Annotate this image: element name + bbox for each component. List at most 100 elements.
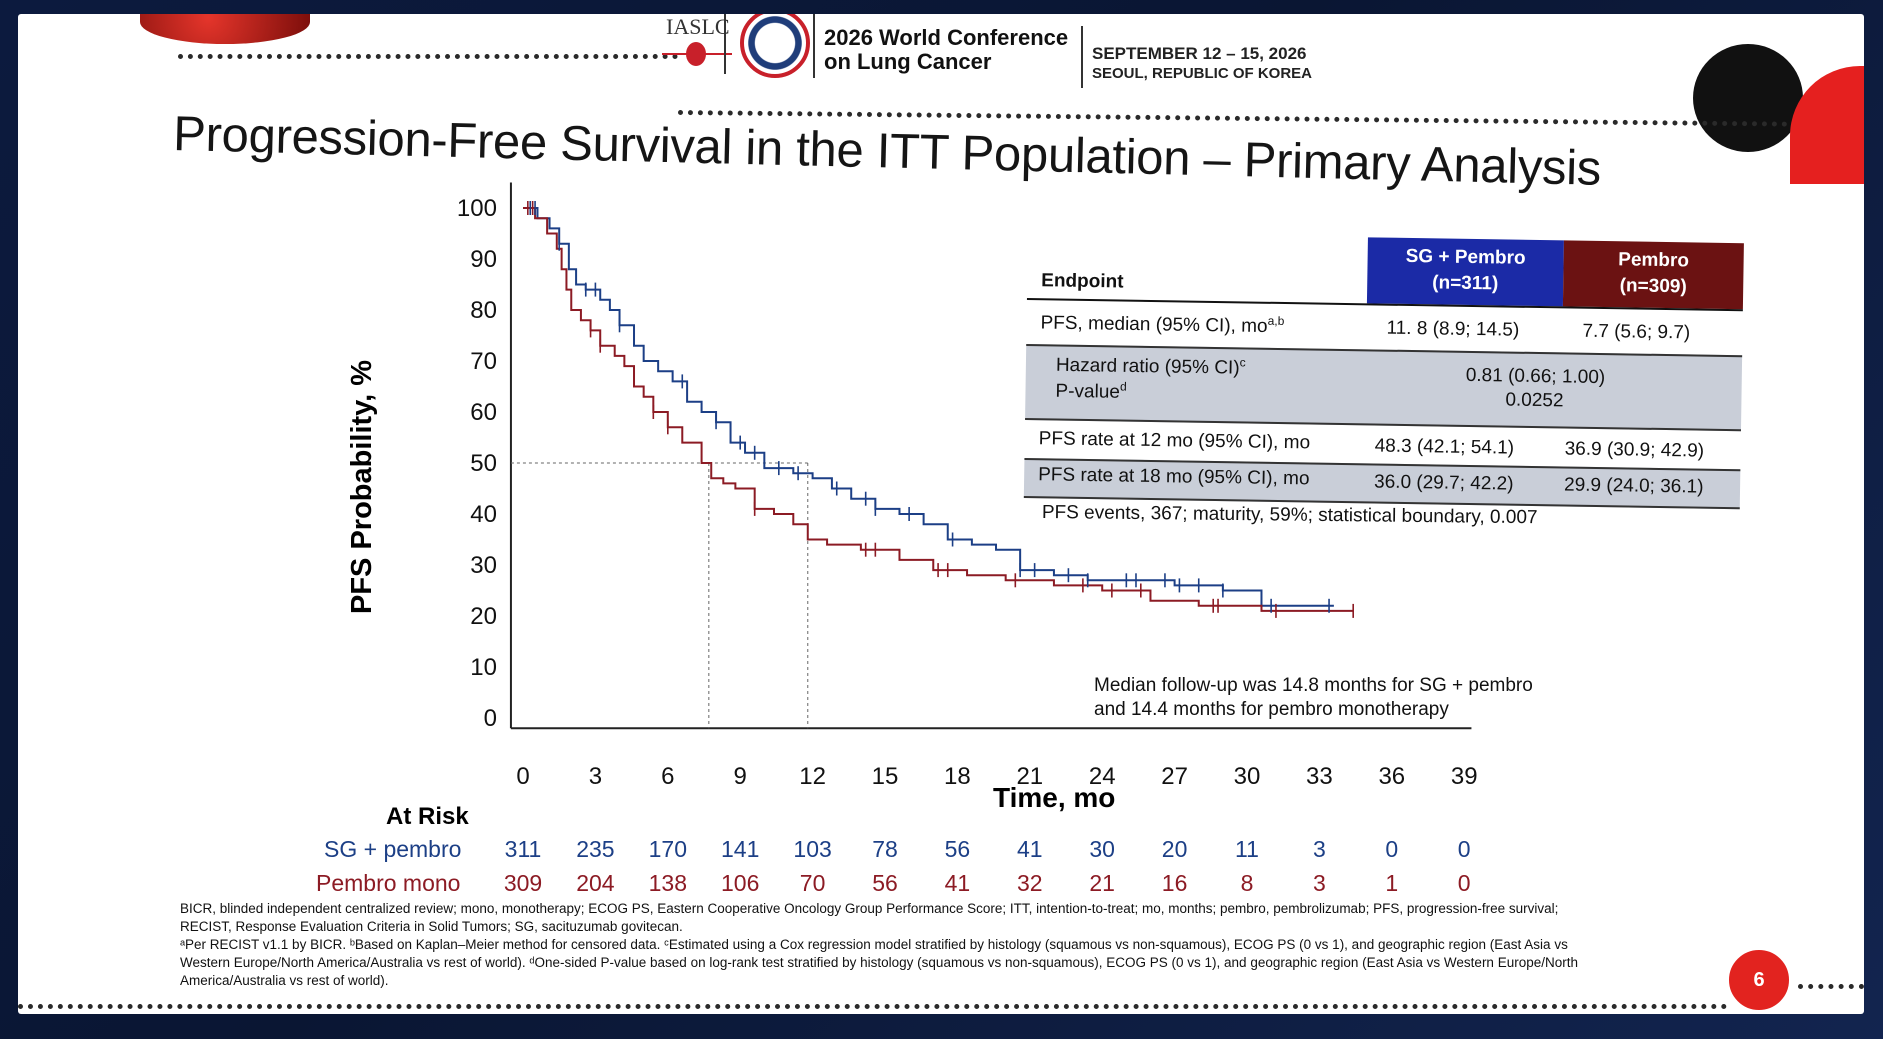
x-tick-label: 18 xyxy=(944,763,971,790)
x-tick-label: 30 xyxy=(1234,763,1261,790)
wclc-seal-logo xyxy=(740,14,810,78)
footnotes: BICR, blinded independent centralized re… xyxy=(180,900,1578,990)
at-risk-value: 56 xyxy=(872,870,898,896)
followup-line-2: and 14.4 months for pembro monotherapy xyxy=(1094,699,1449,720)
at-risk-value: 70 xyxy=(799,870,826,896)
table-header-endpoint: Endpoint xyxy=(1041,270,1124,293)
at-risk-value: 16 xyxy=(1161,870,1188,896)
y-tick-label: 50 xyxy=(470,450,497,477)
results-table: Endpoint SG + Pembro (n=311) Pembro (n=3… xyxy=(1023,232,1758,513)
p-value-label: P-valued xyxy=(1055,379,1127,403)
x-tick-label: 27 xyxy=(1161,763,1188,790)
y-tick-label: 80 xyxy=(470,297,497,324)
chart-axes xyxy=(509,182,1472,730)
x-tick-label: 39 xyxy=(1451,763,1478,790)
y-axis-label: PFS Probability, % xyxy=(346,359,378,614)
header-separator xyxy=(1081,26,1083,88)
x-tick-label: 24 xyxy=(1089,763,1116,790)
at-risk-value: 309 xyxy=(503,870,543,896)
conference-line-1: 2026 World Conference xyxy=(824,25,1069,50)
pembro-mono-curve xyxy=(523,207,1354,612)
at-risk-value: 0 xyxy=(1457,836,1471,862)
conference-date-text: SEPTEMBER 12 – 15, 2026 xyxy=(1092,44,1307,63)
footnote-line: BICR, blinded independent centralized re… xyxy=(180,901,1559,916)
sg-pembro-curve xyxy=(523,207,1334,607)
page-number-badge: 6 xyxy=(1725,946,1793,1014)
p-value: 0.0252 xyxy=(1505,389,1564,412)
slide: IASLC 2026 World Conference on Lung Canc… xyxy=(18,14,1864,1014)
x-tick-label: 3 xyxy=(589,763,602,790)
table-row-label: PFS rate at 18 mo (95% CI), mo xyxy=(1038,464,1310,490)
footnote-line: America/Australia vs rest of world). xyxy=(180,973,389,988)
footnote-line: Western Europe/North America/Australia v… xyxy=(180,955,1578,970)
at-risk-value: 311 xyxy=(504,836,542,862)
at-risk-value: 138 xyxy=(648,870,687,896)
y-tick-label: 60 xyxy=(470,399,497,426)
iaslc-text: IASLC xyxy=(666,14,730,39)
at-risk-value: 106 xyxy=(721,870,760,896)
at-risk-value: 204 xyxy=(576,870,615,896)
x-tick-label: 0 xyxy=(516,763,529,790)
x-tick-label: 15 xyxy=(872,763,899,790)
dotted-border-bottom-right xyxy=(1798,984,1864,989)
followup-line-1: Median follow-up was 14.8 months for SG … xyxy=(1094,675,1533,696)
conference-name: 2026 World Conference on Lung Cancer xyxy=(824,26,1068,74)
at-risk-value: 3 xyxy=(1312,836,1326,862)
y-tick-label: 30 xyxy=(470,552,497,579)
x-tick-label: 33 xyxy=(1306,763,1333,790)
table-cell-pembro: 29.9 (24.0; 36.1) xyxy=(1563,474,1704,498)
at-risk-value: 1 xyxy=(1385,870,1399,896)
table-cell-pembro: 36.9 (30.9; 42.9) xyxy=(1564,438,1705,462)
at-risk-label-sg: SG + pembro xyxy=(324,836,462,862)
at-risk-value: 0 xyxy=(1385,836,1399,862)
at-risk-value: 103 xyxy=(793,836,832,862)
conference-line-2: on Lung Cancer xyxy=(824,49,992,74)
at-risk-value: 21 xyxy=(1089,870,1115,896)
at-risk-value: 235 xyxy=(576,836,615,862)
y-tick-label: 90 xyxy=(470,246,497,273)
at-risk-label-pembro: Pembro mono xyxy=(316,870,461,896)
at-risk-value: 41 xyxy=(1017,836,1043,862)
x-tick-label: 6 xyxy=(661,763,674,790)
conference-dates: SEPTEMBER 12 – 15, 2026 SEOUL, REPUBLIC … xyxy=(1092,44,1312,84)
followup-note: Median follow-up was 14.8 months for SG … xyxy=(1094,674,1533,722)
table-row-label: PFS rate at 12 mo (95% CI), mo xyxy=(1038,428,1311,454)
lungs-icon xyxy=(662,42,732,66)
table-header-sg-label: SG + Pembro xyxy=(1405,245,1526,269)
table-cell-sg: 11. 8 (8.9; 14.5) xyxy=(1386,317,1520,341)
footnote-line: RECIST, Response Evaluation Criteria in … xyxy=(180,919,683,934)
at-risk-value: 20 xyxy=(1161,836,1188,862)
y-tick-label: 0 xyxy=(484,705,497,732)
chart-curves xyxy=(523,201,1354,618)
table-cell-sg: 36.0 (29.7; 42.2) xyxy=(1373,471,1514,495)
at-risk-value: 11 xyxy=(1235,836,1259,862)
y-tick-label: 40 xyxy=(470,501,497,528)
at-risk-value: 3 xyxy=(1312,870,1326,896)
hazard-ratio-value: 0.81 (0.66; 1.00) xyxy=(1465,364,1606,389)
x-tick-label: 12 xyxy=(799,763,826,790)
at-risk-value: 78 xyxy=(872,836,898,862)
y-tick-label: 20 xyxy=(470,603,497,630)
decorative-black-circle xyxy=(1693,44,1803,152)
table-header-pembro-n: (n=309) xyxy=(1619,275,1687,298)
table-cell-sg: 48.3 (42.1; 54.1) xyxy=(1374,435,1515,459)
at-risk-value: 170 xyxy=(648,836,687,862)
header-separator xyxy=(813,14,815,78)
at-risk-value: 56 xyxy=(944,836,971,862)
table-header-pembro-label: Pembro xyxy=(1618,249,1690,272)
at-risk-value: 0 xyxy=(1457,870,1471,896)
y-tick-label: 100 xyxy=(457,195,497,222)
header-separator xyxy=(724,14,726,74)
dotted-border-bottom xyxy=(18,1004,1728,1009)
hazard-ratio-label: Hazard ratio (95% CI)c xyxy=(1055,354,1246,379)
dotted-border-top-left xyxy=(178,54,678,59)
iaslc-logo: IASLC xyxy=(642,14,742,80)
table-cell-pembro: 7.7 (5.6; 9.7) xyxy=(1582,320,1691,344)
at-risk-value: 30 xyxy=(1089,836,1115,862)
x-tick-label: 21 xyxy=(1016,763,1043,790)
x-tick-label: 9 xyxy=(734,763,747,790)
at-risk-title: At Risk xyxy=(386,803,469,830)
x-tick-label: 36 xyxy=(1378,763,1405,790)
